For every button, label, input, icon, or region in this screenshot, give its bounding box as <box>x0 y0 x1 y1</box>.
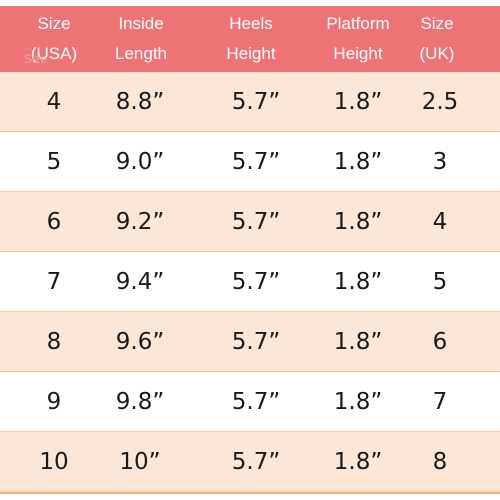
cell-inside-length: 9.4” <box>115 269 165 295</box>
header-platform-height-line2: Height <box>333 44 383 63</box>
cell-heels-height: 5.7” <box>231 269 281 295</box>
header-size-usa-line1: Size <box>37 14 71 33</box>
header-heels-height-line2: Height <box>226 44 276 63</box>
header-ghost-text: Size <box>24 52 48 66</box>
cell-size-uk: 6 <box>432 329 448 355</box>
cell-size-uk: 8 <box>432 449 448 475</box>
table-header <box>0 6 500 72</box>
cell-size-usa: 7 <box>46 269 62 295</box>
header-size-uk-line2: (UK) <box>419 44 455 63</box>
header-inside-length-line2: Length <box>115 44 167 63</box>
cell-size-usa: 8 <box>46 329 62 355</box>
cell-heels-height: 5.7” <box>231 329 281 355</box>
header-inside-length: Inside Length <box>100 6 182 72</box>
cell-heels-height: 5.7” <box>231 149 281 175</box>
table-row: 9 9.8” 5.7” 1.8” 7 <box>0 372 500 432</box>
header-inside-length-line1: Inside <box>118 14 164 33</box>
header-size-usa-line2: (USA) <box>30 44 78 63</box>
header-platform-height: Platform Height <box>314 6 402 72</box>
cell-platform-height: 1.8” <box>333 329 383 355</box>
table-bottom-border <box>0 492 500 494</box>
table-row: 7 9.4” 5.7” 1.8” 5 <box>0 252 500 312</box>
cell-platform-height: 1.8” <box>333 209 383 235</box>
cell-size-uk: 4 <box>432 209 448 235</box>
header-top-strip <box>0 0 500 6</box>
cell-size-uk: 3 <box>432 149 448 175</box>
cell-inside-length: 10” <box>119 449 161 475</box>
cell-inside-length: 9.0” <box>115 149 165 175</box>
cell-platform-height: 1.8” <box>333 149 383 175</box>
table-row: 10 10” 5.7” 1.8” 8 <box>0 432 500 492</box>
header-size-uk-line1: Size <box>420 14 454 33</box>
header-size-usa: Size (USA) <box>14 6 94 72</box>
table-row: 6 9.2” 5.7” 1.8” 4 <box>0 192 500 252</box>
header-heels-height: Heels Height <box>206 6 296 72</box>
cell-inside-length: 8.8” <box>115 89 165 115</box>
header-platform-height-line1: Platform <box>326 14 390 33</box>
cell-heels-height: 5.7” <box>231 209 281 235</box>
cell-platform-height: 1.8” <box>333 89 383 115</box>
cell-size-usa: 10 <box>39 449 69 475</box>
cell-size-usa: 4 <box>46 89 62 115</box>
cell-size-usa: 6 <box>46 209 62 235</box>
cell-platform-height: 1.8” <box>333 389 383 415</box>
cell-heels-height: 5.7” <box>231 89 281 115</box>
cell-platform-height: 1.8” <box>333 449 383 475</box>
cell-size-uk: 2.5 <box>421 89 459 115</box>
table-row: 4 8.8” 5.7” 1.8” 2.5 <box>0 72 500 132</box>
cell-inside-length: 9.6” <box>115 329 165 355</box>
table-row: 5 9.0” 5.7” 1.8” 3 <box>0 132 500 192</box>
cell-heels-height: 5.7” <box>231 389 281 415</box>
cell-inside-length: 9.8” <box>115 389 165 415</box>
cell-inside-length: 9.2” <box>115 209 165 235</box>
header-heels-height-line1: Heels <box>229 14 273 33</box>
cell-heels-height: 5.7” <box>231 449 281 475</box>
table-row: 8 9.6” 5.7” 1.8” 6 <box>0 312 500 372</box>
cell-size-usa: 5 <box>46 149 62 175</box>
cell-platform-height: 1.8” <box>333 269 383 295</box>
header-size-uk: Size (UK) <box>400 6 474 72</box>
cell-size-usa: 9 <box>46 389 62 415</box>
cell-size-uk: 5 <box>432 269 448 295</box>
cell-size-uk: 7 <box>432 389 448 415</box>
